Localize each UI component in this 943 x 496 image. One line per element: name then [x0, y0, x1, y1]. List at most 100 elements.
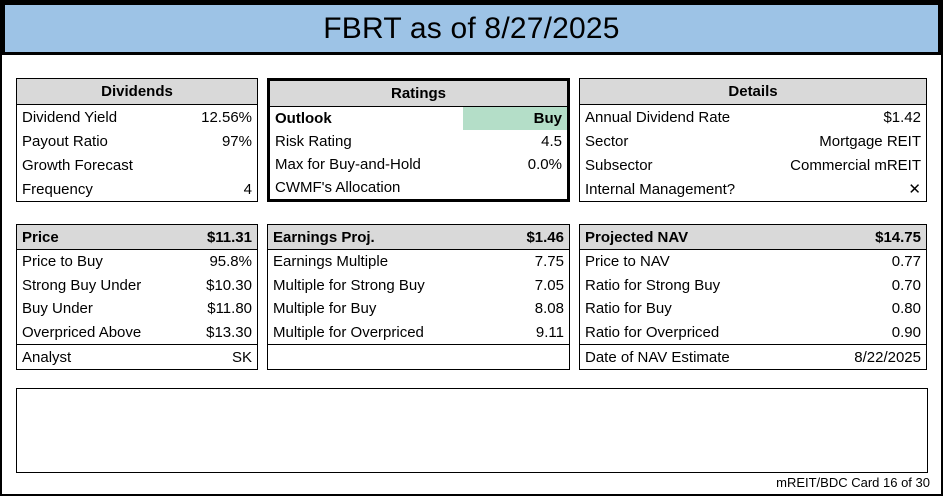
row-label: Price to NAV: [585, 253, 670, 271]
row-label: Max for Buy-and-Hold: [275, 156, 421, 173]
row-value: [252, 153, 257, 177]
row-value: Commercial mREIT: [790, 156, 921, 174]
multiple-strong-buy-row: Multiple for Strong Buy 7.05: [268, 274, 569, 298]
page-title: FBRT as of 8/27/2025: [323, 11, 620, 45]
row-value: 8.08: [534, 300, 564, 318]
payout-ratio-row: Payout Ratio 97%: [17, 129, 257, 153]
panel-header-label: Earnings Proj.: [273, 228, 375, 246]
dividends-panel-header: Dividends: [17, 79, 257, 105]
price-panel: Price $11.31 Price to Buy 95.8% Strong B…: [16, 224, 258, 370]
row-label: Subsector: [585, 156, 653, 174]
row-value: 0.0%: [527, 156, 562, 173]
panel-header-label: Projected NAV: [585, 228, 689, 246]
price-to-buy-row: Price to Buy 95.8%: [17, 250, 257, 274]
row-label: Analyst: [22, 348, 72, 366]
growth-forecast-row: Growth Forecast: [17, 153, 257, 177]
row-label: Strong Buy Under: [22, 276, 142, 294]
projected-nav-panel: Projected NAV $14.75 Price to NAV 0.77 R…: [579, 224, 927, 370]
subsector-row: Subsector Commercial mREIT: [580, 153, 926, 177]
row-value: 7.75: [534, 253, 564, 271]
details-panel-header: Details: [580, 79, 926, 105]
sector-row: Sector Mortgage REIT: [580, 129, 926, 153]
multiple-overpriced-row: Multiple for Overpriced 9.11: [268, 321, 569, 345]
ratings-panel: Ratings Outlook Buy Risk Rating 4.5 Max …: [267, 78, 570, 202]
row-label: Outlook: [275, 110, 332, 127]
row-value: 95.8%: [209, 253, 252, 271]
row-label: Buy Under: [22, 300, 93, 318]
row-label: Earnings Multiple: [273, 253, 389, 271]
ratio-buy-row: Ratio for Buy 0.80: [580, 297, 926, 321]
risk-rating-row: Risk Rating 4.5: [270, 130, 567, 153]
panel-header-label: Price: [22, 228, 59, 246]
nav-estimate-date-row: Date of NAV Estimate 8/22/2025: [580, 344, 926, 369]
dividends-panel: Dividends Dividend Yield 12.56% Payout R…: [16, 78, 258, 202]
outlook-row: Outlook Buy: [270, 107, 567, 130]
row-label: CWMF's Allocation: [275, 179, 401, 196]
annual-dividend-rate-row: Annual Dividend Rate $1.42: [580, 105, 926, 129]
multiple-buy-row: Multiple for Buy 8.08: [268, 297, 569, 321]
empty-row: [268, 344, 569, 369]
row-value: 4: [243, 180, 252, 198]
row-value: $11.80: [207, 300, 252, 318]
internal-management-row: Internal Management? ✕: [580, 177, 926, 201]
earnings-panel-header: Earnings Proj. $1.46: [268, 225, 569, 250]
row-label: [268, 345, 564, 369]
row-value: 7.05: [534, 276, 564, 294]
row-value: $13.30: [206, 324, 252, 342]
row-label: Date of NAV Estimate: [585, 348, 730, 366]
cwmf-allocation-row: CWMF's Allocation: [270, 176, 567, 199]
overpriced-above-row: Overpriced Above $13.30: [17, 321, 257, 345]
projected-nav-panel-header: Projected NAV $14.75: [580, 225, 926, 250]
row-label: Ratio for Strong Buy: [585, 276, 721, 294]
ratio-strong-buy-row: Ratio for Strong Buy 0.70: [580, 274, 926, 298]
row-value: [564, 345, 569, 369]
earnings-multiple-row: Earnings Multiple 7.75: [268, 250, 569, 274]
analyst-row: Analyst SK: [17, 344, 257, 369]
row-label: Ratio for Overpriced: [585, 324, 720, 342]
row-label: Price to Buy: [22, 253, 103, 271]
row-label: Growth Forecast: [22, 156, 133, 174]
outlook-highlight-cell: Buy: [463, 107, 567, 130]
price-panel-header: Price $11.31: [17, 225, 257, 250]
card-footer-label: mREIT/BDC Card 16 of 30: [776, 475, 930, 490]
row-value: [562, 176, 567, 199]
row-value: 0.80: [891, 300, 921, 318]
row-label: Overpriced Above: [22, 324, 142, 342]
row-value: 97%: [221, 132, 252, 150]
earnings-panel: Earnings Proj. $1.46 Earnings Multiple 7…: [267, 224, 570, 370]
ratio-overpriced-row: Ratio for Overpriced 0.90: [580, 321, 926, 345]
row-label: Payout Ratio: [22, 132, 108, 150]
panel-header-value: $11.31: [206, 228, 252, 246]
buy-under-row: Buy Under $11.80: [17, 297, 257, 321]
row-label: Frequency: [22, 180, 93, 198]
row-label: Dividend Yield: [22, 108, 118, 126]
row-label: Multiple for Buy: [273, 300, 377, 318]
row-label: Internal Management?: [585, 180, 736, 198]
row-value: $10.30: [206, 276, 252, 294]
row-label: Multiple for Overpriced: [273, 324, 424, 342]
row-value: $1.42: [883, 108, 921, 126]
row-label: Annual Dividend Rate: [585, 108, 731, 126]
row-value: SK: [231, 348, 252, 366]
x-mark-icon: ✕: [908, 181, 921, 198]
row-value: 0.77: [891, 253, 921, 271]
row-label: Multiple for Strong Buy: [273, 276, 425, 294]
panel-header-value: $1.46: [526, 228, 564, 246]
row-value: 0.90: [891, 324, 921, 342]
card-title-bar: FBRT as of 8/27/2025: [2, 2, 941, 55]
ratings-panel-header: Ratings: [270, 81, 567, 107]
row-value: Mortgage REIT: [819, 132, 921, 150]
row-value: 8/22/2025: [854, 348, 921, 366]
row-value: 0.70: [891, 276, 921, 294]
details-panel: Details Annual Dividend Rate $1.42 Secto…: [579, 78, 927, 202]
row-label: Ratio for Buy: [585, 300, 672, 318]
row-label: Risk Rating: [275, 133, 352, 150]
dividend-yield-row: Dividend Yield 12.56%: [17, 105, 257, 129]
price-to-nav-row: Price to NAV 0.77: [580, 250, 926, 274]
panel-header-value: $14.75: [875, 228, 921, 246]
row-label: Sector: [585, 132, 629, 150]
notes-box: [16, 388, 928, 473]
row-value: 12.56%: [201, 108, 252, 126]
max-buy-and-hold-row: Max for Buy-and-Hold 0.0%: [270, 153, 567, 176]
